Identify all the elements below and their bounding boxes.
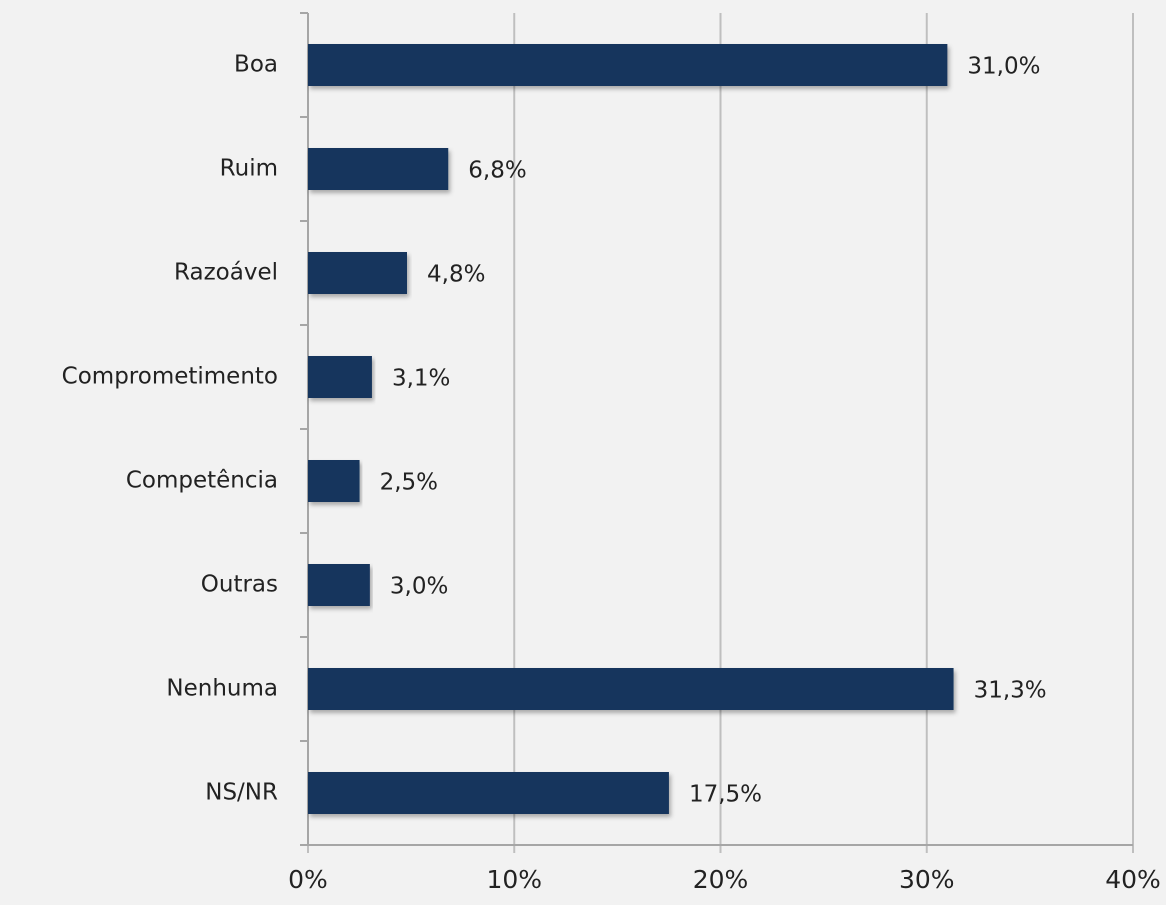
bar [308, 44, 948, 86]
x-tick-label: 30% [899, 865, 955, 894]
bar [308, 252, 407, 294]
bar [308, 356, 372, 398]
data-label: 2,5% [380, 470, 438, 496]
x-tick-label: 40% [1105, 865, 1161, 894]
y-tick-label: NS/NR [205, 780, 278, 806]
bar [308, 148, 449, 190]
bar [308, 772, 669, 814]
bar [308, 668, 954, 710]
bar [308, 564, 370, 606]
data-label: 6,8% [468, 158, 526, 184]
data-label: 3,1% [392, 366, 450, 392]
data-label: 31,3% [974, 678, 1047, 704]
data-label: 4,8% [427, 262, 485, 288]
x-tick-label: 20% [693, 865, 749, 894]
y-tick-label: Nenhuma [166, 676, 278, 702]
x-tick-label: 10% [486, 865, 542, 894]
bar [308, 460, 360, 502]
data-label: 17,5% [689, 782, 762, 808]
y-tick-label: Outras [201, 572, 278, 598]
data-label: 3,0% [390, 574, 448, 600]
y-tick-label: Comprometimento [62, 364, 278, 390]
y-tick-label: Razoável [174, 260, 278, 286]
y-tick-label: Ruim [220, 156, 278, 182]
y-tick-label: Boa [234, 52, 278, 78]
x-tick-label: 0% [288, 865, 328, 894]
data-label: 31,0% [967, 54, 1040, 80]
y-tick-label: Competência [126, 468, 278, 494]
